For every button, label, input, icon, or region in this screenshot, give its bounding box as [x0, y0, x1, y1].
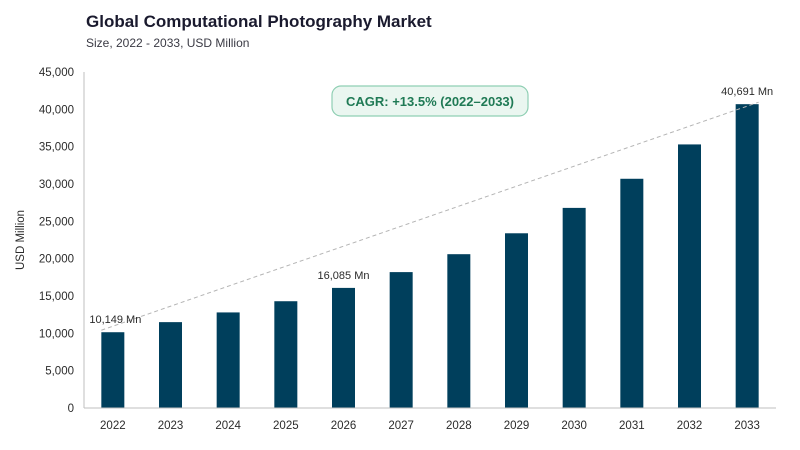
- y-tick-label: 30,000: [39, 179, 74, 191]
- y-tick-label: 10,000: [39, 328, 74, 340]
- y-tick-label: 45,000: [39, 67, 74, 79]
- cagr-box: [331, 85, 529, 117]
- bar-2027: [389, 272, 413, 408]
- bar-2033: [735, 104, 759, 409]
- bar-2022: [101, 332, 125, 408]
- y-tick-label: 0: [68, 403, 74, 415]
- bar-2026: [332, 287, 355, 408]
- y-axis-label: USD Million: [15, 210, 27, 270]
- data-label-2022: 10,149 Mn: [89, 314, 141, 326]
- x-tick-label: 2031: [619, 420, 645, 432]
- x-tick-label: 2024: [215, 420, 241, 432]
- bar-2031: [620, 178, 644, 408]
- y-tick-label: 40,000: [39, 104, 74, 116]
- cagr-annotation: CAGR: +13.5% (2022–2033): [331, 85, 529, 117]
- bar-2028: [447, 254, 471, 408]
- x-tick-label: 2022: [100, 420, 126, 432]
- x-tick-label: 2030: [561, 420, 587, 432]
- x-tick-label: 2026: [331, 420, 357, 432]
- data-label-2033: 40,691 Mn: [721, 86, 773, 98]
- x-tick-label: 2029: [504, 420, 530, 432]
- x-tick-label: 2032: [677, 420, 703, 432]
- bar-2030: [562, 207, 586, 408]
- x-tick-label: 2028: [446, 420, 472, 432]
- y-tick-label: 15,000: [39, 291, 74, 303]
- y-tick-label: 25,000: [39, 216, 74, 228]
- data-label-2026: 16,085 Mn: [318, 270, 370, 282]
- bar-2025: [274, 301, 298, 408]
- y-tick-label: 35,000: [39, 142, 74, 154]
- x-tick-label: 2027: [388, 420, 414, 432]
- bar-2023: [159, 322, 182, 408]
- chart-subtitle: Size, 2022 - 2033, USD Million: [86, 36, 250, 50]
- x-tick-label: 2033: [734, 420, 760, 432]
- bar-2024: [216, 312, 240, 408]
- x-tick-label: 2023: [158, 420, 184, 432]
- trend-line: [101, 101, 759, 331]
- y-tick-label: 20,000: [39, 254, 74, 266]
- x-tick-label: 2025: [273, 420, 299, 432]
- bar-2032: [678, 144, 701, 408]
- bar-2029: [505, 233, 528, 408]
- chart-title: Global Computational Photography Market: [86, 12, 432, 31]
- y-tick-label: 5,000: [45, 366, 74, 378]
- cagr-label: CAGR: +13.5% (2022–2033): [346, 94, 514, 109]
